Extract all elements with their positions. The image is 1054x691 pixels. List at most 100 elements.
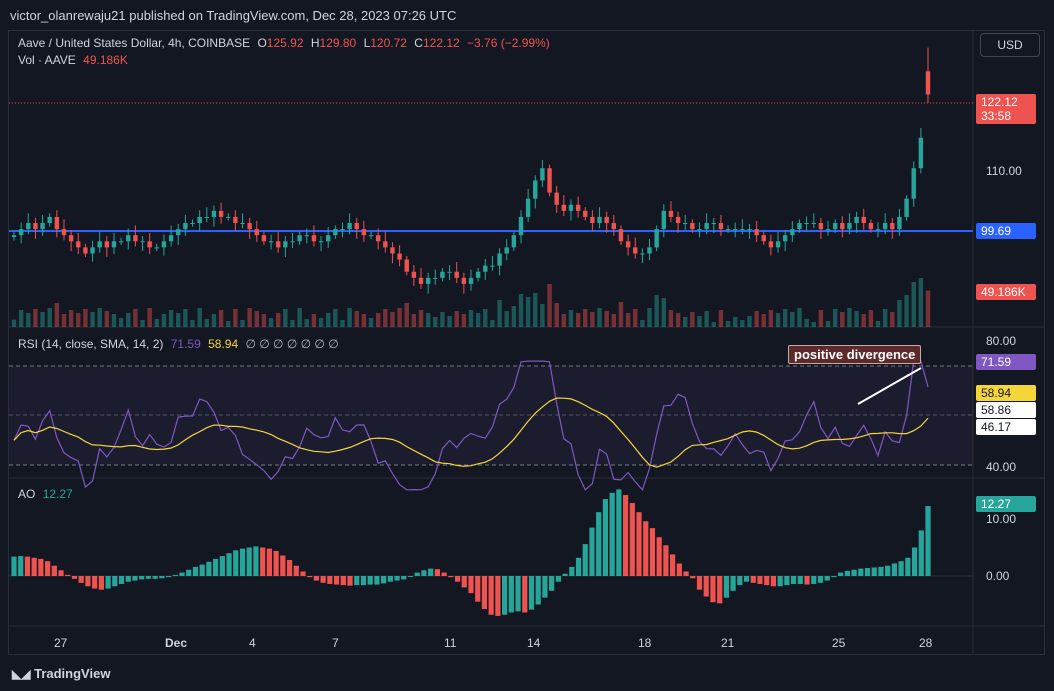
ao-bar — [488, 576, 494, 615]
symbol-label[interactable]: Aave / United States Dollar, 4h, COINBAS… — [18, 36, 251, 50]
ao-bar — [226, 553, 232, 576]
rsi-legend: RSI (14, close, SMA, 14, 2) 71.59 58.94 … — [18, 337, 339, 351]
ao-bar — [508, 576, 514, 613]
ao-bar — [219, 556, 225, 576]
ao-label[interactable]: AO — [18, 487, 36, 501]
ao-bar — [878, 566, 884, 576]
candle-body — [583, 210, 588, 217]
ao-bar — [65, 574, 71, 576]
ao-bar — [555, 576, 561, 582]
candle-body — [447, 271, 452, 273]
candle-body — [497, 253, 502, 266]
candle-body — [161, 241, 167, 248]
ao-bar — [18, 556, 24, 576]
ao-bar — [434, 569, 440, 576]
candle-body — [483, 265, 488, 272]
candle-body — [675, 216, 681, 224]
volume-bar — [775, 313, 781, 327]
volume-bar — [475, 313, 481, 327]
candle-body — [290, 241, 295, 243]
volume-bar — [454, 311, 459, 327]
ao-tick-10: 10.00 — [986, 512, 1017, 526]
time-axis-label: Dec — [165, 636, 188, 650]
ao-legend: AO 12.27 — [18, 487, 73, 501]
candle-body — [304, 235, 309, 237]
candle-body — [625, 241, 631, 248]
volume-bar — [568, 310, 574, 327]
volume-bar — [425, 313, 431, 327]
volume-bar — [511, 306, 517, 327]
rsi-tag-white-2: 46.17 — [976, 419, 1036, 435]
candle-body — [211, 210, 217, 217]
ao-bar — [58, 570, 64, 576]
ao-bar — [24, 556, 31, 576]
rsi-sma-line — [13, 397, 929, 468]
volume-bar — [704, 311, 709, 327]
ao-bar — [461, 576, 467, 588]
volume-bar — [504, 311, 509, 327]
ao-bar — [71, 576, 78, 579]
volume-bar — [440, 312, 445, 327]
ao-bar — [824, 576, 830, 581]
volume-bar — [718, 310, 724, 327]
ao-tick-0: 0.00 — [986, 569, 1010, 583]
candle-body — [697, 229, 702, 231]
candle-body — [104, 241, 110, 248]
volume-bar — [790, 312, 795, 327]
divergence-trendline[interactable] — [857, 367, 922, 405]
ao-bar — [92, 576, 98, 589]
candle-body — [40, 223, 45, 230]
candle-body — [747, 229, 752, 231]
candle-body — [226, 216, 231, 218]
volume-bar — [168, 310, 174, 327]
candle-body — [47, 216, 52, 224]
volume-bar — [147, 308, 152, 327]
volume-bar — [11, 319, 17, 327]
ao-bar — [401, 576, 407, 580]
volume-bar — [133, 309, 138, 327]
candle-body — [704, 223, 709, 230]
ao-bar — [797, 576, 803, 584]
volume-bar — [554, 303, 559, 327]
volume-bar — [176, 313, 181, 327]
candle-body — [183, 223, 188, 230]
volume-label[interactable]: Vol · AAVE — [18, 53, 76, 67]
volume-bar — [925, 290, 931, 327]
ao-bar — [273, 550, 279, 576]
last-price-value: 122.12 — [981, 95, 1018, 109]
ao-bar — [737, 576, 743, 586]
currency-button[interactable]: USD — [980, 33, 1040, 57]
rsi-label[interactable]: RSI (14, close, SMA, 14, 2) — [18, 337, 164, 351]
candle-body — [354, 223, 359, 230]
ao-value: 12.27 — [42, 487, 73, 501]
ao-bar — [448, 576, 454, 578]
candle-body — [875, 229, 881, 231]
volume-bar — [854, 311, 859, 327]
ao-bar — [851, 569, 857, 576]
ao-bar — [481, 576, 488, 610]
ao-bar — [266, 548, 272, 576]
candle-body — [197, 216, 202, 224]
volume-bar — [97, 308, 102, 327]
volume-bar — [518, 294, 524, 327]
ao-bar — [11, 556, 17, 576]
ao-bar — [764, 576, 770, 586]
rsi-sma-value: 58.94 — [208, 337, 239, 351]
ao-bar — [858, 568, 864, 576]
ao-bar — [179, 572, 185, 576]
time-axis-label: 21 — [721, 636, 735, 650]
open-value: 125.92 — [266, 36, 304, 50]
volume-bar — [811, 322, 816, 327]
volume-bar — [433, 317, 438, 327]
time-axis-label: 25 — [832, 636, 846, 650]
close-value: 122.12 — [422, 36, 460, 50]
volume-bar — [18, 310, 24, 327]
ao-bar — [616, 489, 622, 576]
positive-divergence-label[interactable]: positive divergence — [788, 345, 922, 364]
ao-bar — [394, 576, 400, 581]
volume-bar — [325, 313, 331, 327]
candle-body — [475, 271, 481, 278]
volume-bar — [797, 308, 802, 327]
candle-body — [561, 204, 567, 211]
